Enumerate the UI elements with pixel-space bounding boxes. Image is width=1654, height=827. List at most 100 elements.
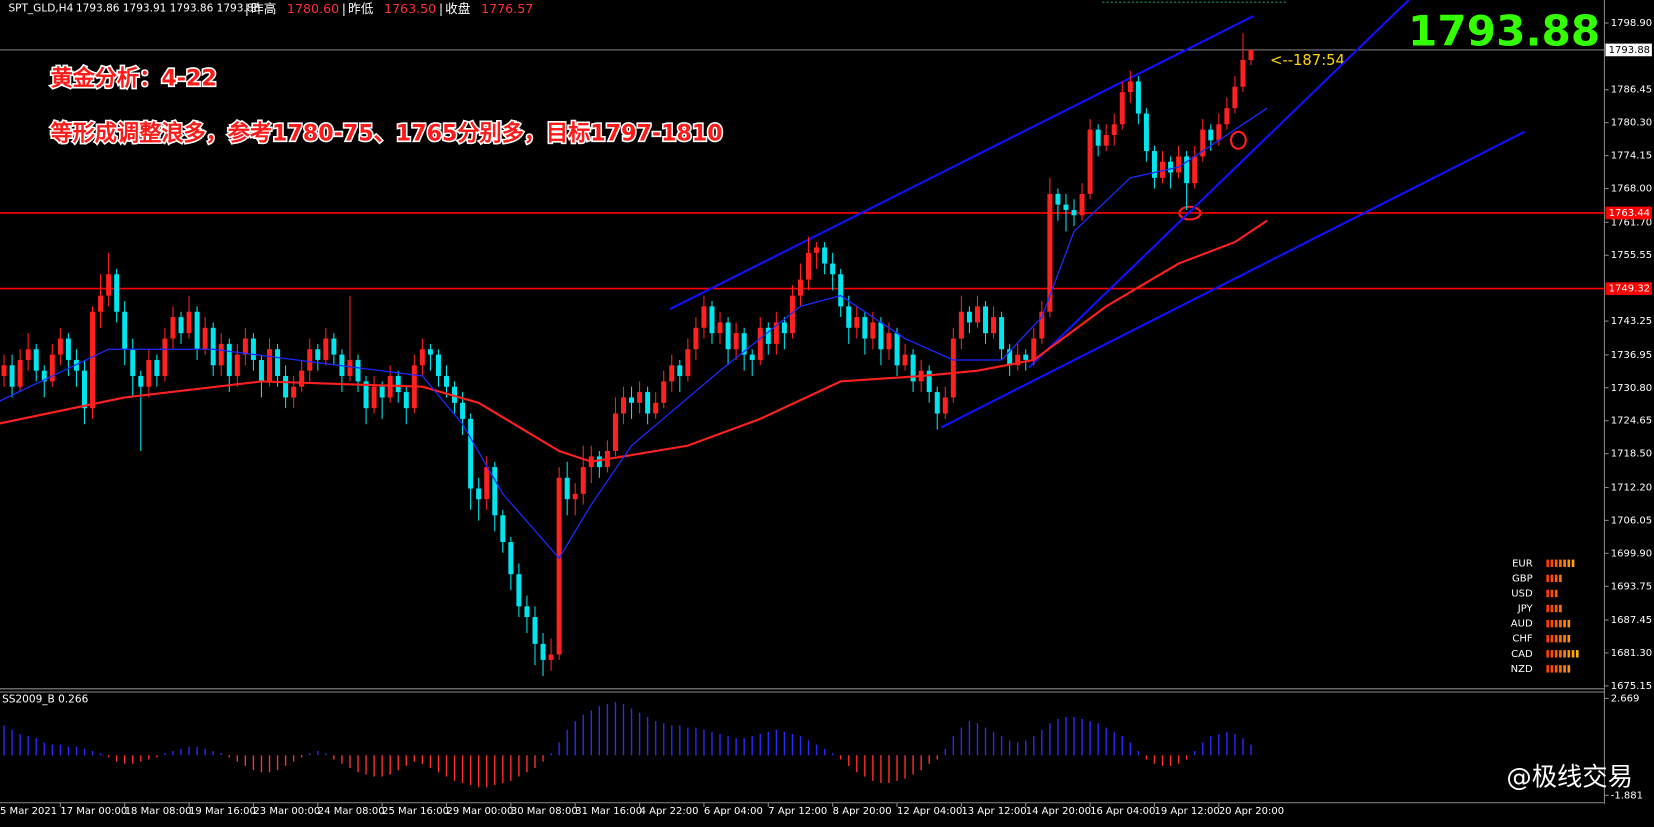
candle-body (49, 354, 55, 382)
strength-bar (1546, 665, 1571, 673)
x-tick-label: 23 Mar 00:00 (253, 806, 320, 817)
strength-cell (1567, 650, 1571, 658)
x-tick-label: 12 Apr 04:00 (897, 806, 962, 817)
candle-body (194, 311, 200, 350)
candle-body (709, 306, 715, 334)
candle-body (299, 370, 305, 387)
currency-label: CAD (1511, 649, 1533, 660)
strength-cell (1546, 665, 1550, 673)
currency-label: NZD (1511, 664, 1533, 675)
annotation: 黄金分析：4-22 (51, 66, 217, 92)
candle-body (250, 338, 256, 360)
header-ohlc: 1793.86 1793.91 1793.86 1793.88 (76, 2, 260, 14)
candle-body (629, 397, 635, 403)
candle-body (781, 322, 787, 334)
strength-cell (1567, 619, 1571, 628)
candle-body (331, 338, 337, 355)
candle-body (797, 279, 803, 296)
indicator-tick-label: -1.881 (1611, 790, 1643, 801)
candle-body (991, 317, 997, 334)
price-label-bg (1605, 43, 1652, 57)
candle-body (9, 365, 15, 387)
candle-body (1184, 156, 1190, 184)
candle-body (202, 327, 208, 350)
candle-body (516, 574, 522, 607)
candle-body (73, 359, 79, 371)
candle-body (355, 359, 361, 382)
candle-body (974, 306, 980, 323)
candle-body (403, 392, 409, 409)
candle-body (773, 322, 779, 344)
candle-body (226, 343, 232, 377)
strength-cell (1567, 665, 1571, 673)
candle-body (540, 643, 546, 660)
candle-body (379, 386, 385, 398)
stat-value: 1763.50 (384, 1, 436, 16)
candle-body (1087, 129, 1093, 194)
candle-body (1176, 156, 1182, 173)
candle-body (1111, 124, 1117, 135)
currency-label: EUR (1512, 558, 1533, 569)
y-tick-label: 1675.15 (1611, 681, 1652, 692)
strength-cell (1546, 604, 1550, 613)
candle-body (741, 333, 747, 355)
candle-body (363, 381, 369, 409)
strength-bar (1546, 604, 1562, 613)
candle-body (1023, 354, 1029, 360)
candle-body (564, 477, 570, 500)
y-tick-label: 1706.05 (1611, 515, 1652, 526)
strength-cell (1546, 574, 1550, 583)
candle-body (1103, 134, 1109, 146)
candle-body (146, 359, 152, 387)
candle-body (677, 365, 683, 377)
y-tick-label: 1736.95 (1611, 350, 1652, 361)
candle-body (508, 542, 514, 575)
x-tick-label: 18 Mar 08:00 (125, 806, 192, 817)
strength-cell (1575, 650, 1579, 658)
candle-body (838, 274, 844, 307)
candle-body (1151, 151, 1157, 178)
candle-body (1192, 156, 1198, 184)
x-tick-label: 30 Mar 08:00 (511, 806, 578, 817)
candle-body (1039, 311, 1045, 339)
strength-cell (1554, 635, 1558, 643)
trend-line (940, 130, 1526, 429)
candle-body (210, 327, 216, 366)
candle-body (492, 467, 498, 516)
candle-body (17, 359, 23, 387)
stat-value: 1780.60 (287, 1, 339, 16)
strength-cell (1571, 650, 1575, 658)
candle-body (637, 392, 643, 403)
candle-body (1160, 161, 1165, 178)
candle-body (580, 467, 586, 494)
currency-label: USD (1511, 588, 1533, 599)
candle-body (765, 327, 771, 344)
candle-body (942, 397, 948, 414)
strength-cell (1554, 604, 1558, 613)
strength-bar (1546, 574, 1562, 583)
candle-body (242, 338, 248, 355)
y-tick-label: 1798.90 (1611, 18, 1652, 29)
candle-body (154, 359, 160, 377)
candle-body (620, 397, 626, 414)
h-line-label: 1763.44 (1609, 208, 1650, 219)
candle-body (717, 322, 723, 334)
y-tick-label: 1786.45 (1611, 85, 1652, 96)
candle-body (444, 376, 449, 387)
currency-label: AUD (1511, 619, 1533, 630)
candle-body (886, 333, 892, 350)
indicator-tick-label: 2.669 (1611, 693, 1640, 704)
frame (0, 0, 1605, 804)
strength-cell (1550, 559, 1554, 567)
x-tick-label: 8 Apr 20:00 (833, 806, 892, 817)
currency-label: JPY (1517, 604, 1534, 615)
strength-cell (1559, 650, 1562, 658)
trend-line (669, 15, 1254, 311)
y-tick-label: 1730.80 (1611, 383, 1652, 394)
candle-body (878, 322, 884, 350)
strength-cell (1550, 589, 1554, 598)
x-tick-label: 17 Mar 00:00 (60, 806, 127, 817)
candle-body (693, 327, 699, 350)
